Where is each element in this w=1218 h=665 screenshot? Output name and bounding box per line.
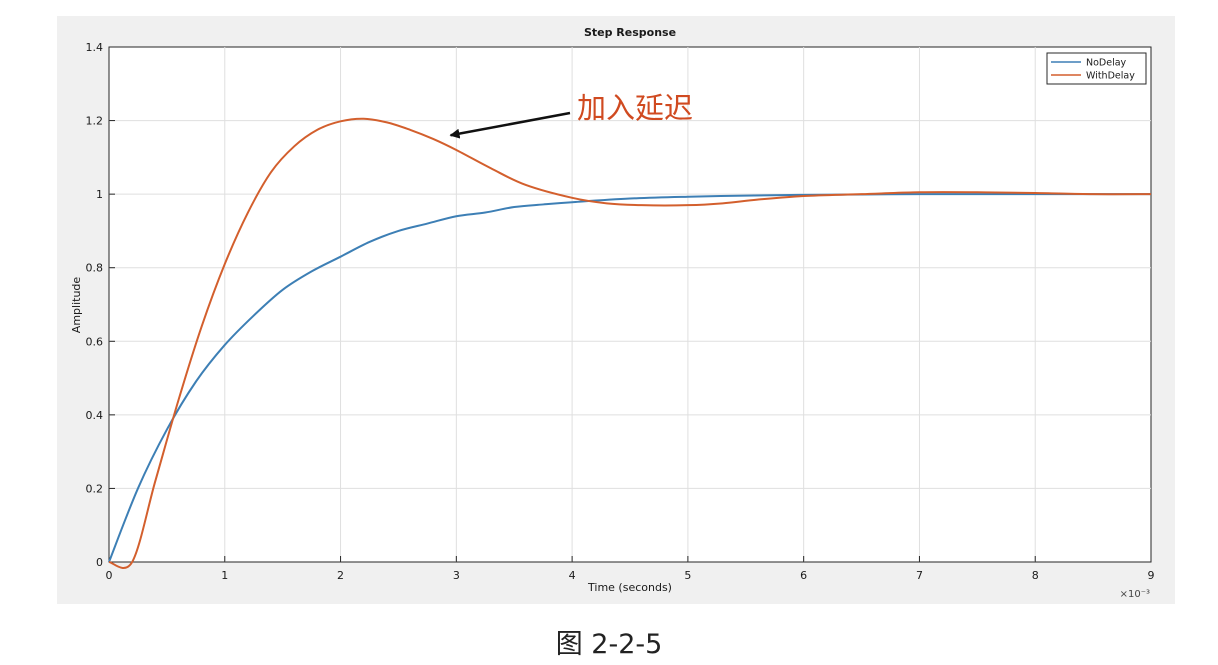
y-tick-label: 0.2 [86, 482, 104, 495]
x-tick-label: 7 [916, 569, 923, 582]
figure-caption: 图 2-2-5 [555, 629, 663, 660]
annotation-arrow [449, 111, 571, 139]
x-axis-label: Time (seconds) [587, 581, 672, 594]
y-tick-label: 0.6 [86, 335, 104, 348]
y-tick-label: 1.4 [86, 41, 104, 54]
x-tick-label: 6 [800, 569, 807, 582]
y-tick-label: 0.8 [86, 262, 104, 275]
plot-area [108, 46, 1152, 563]
legend: NoDelay WithDelay [1046, 52, 1147, 85]
tick-labels: 0 1 2 3 4 5 6 7 8 9 0 0.2 0.4 0.6 0.8 1 1.2 1.4 [86, 41, 1155, 582]
annotation-text: 加入延迟 [577, 91, 693, 125]
x-tick-label: 1 [221, 569, 228, 582]
y-axis-label: Amplitude [70, 277, 83, 334]
y-tick-label: 1 [96, 188, 103, 201]
legend-box [1046, 52, 1147, 85]
y-tick-label: 1.2 [86, 115, 104, 128]
y-tick-label: 0 [96, 556, 103, 569]
legend-label-withdelay: WithDelay [1086, 71, 1135, 82]
legend-label-nodelay: NoDelay [1086, 58, 1127, 69]
series-line-withdelay [108, 117, 1152, 569]
series-line-nodelay [108, 193, 1151, 563]
y-tick-label: 0.4 [86, 409, 104, 422]
x-tick-label: 9 [1148, 569, 1155, 582]
x-tick-label: 4 [569, 569, 576, 582]
series-lines [108, 117, 1152, 569]
x-tick-label: 2 [337, 569, 344, 582]
x-multiplier-label: ×10⁻³ [1120, 589, 1150, 600]
chart-title: Step Response [584, 26, 676, 39]
x-tick-label: 0 [106, 569, 113, 582]
step-response-chart: 0 1 2 3 4 5 6 7 8 9 0 0.2 0.4 0.6 0.8 1 1.2 1.4 Step Resp… [70, 26, 1155, 600]
x-tick-label: 3 [453, 569, 460, 582]
x-tick-label: 5 [684, 569, 691, 582]
x-tick-label: 8 [1032, 569, 1039, 582]
